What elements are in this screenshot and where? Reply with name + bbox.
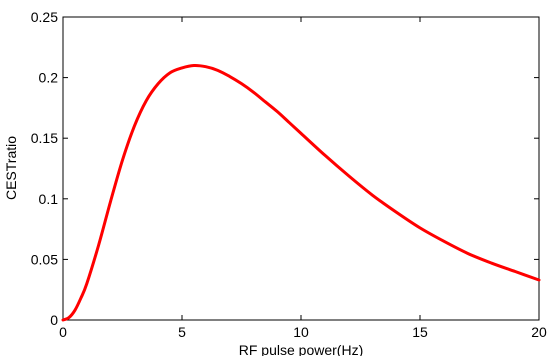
series-line: [61, 63, 541, 322]
x-tick-label: 5: [178, 324, 186, 340]
x-tick-label: 10: [293, 324, 309, 340]
y-axis-label: CESTratio: [3, 136, 19, 200]
x-tick-label: 15: [412, 324, 428, 340]
tick-labels: 0 5 10 15 20 0 0.05 0.1 0.15 0.2 0.25: [31, 9, 547, 340]
plot-area: [62, 16, 540, 321]
y-tick-label: 0.1: [39, 191, 59, 207]
y-tick-label: 0.15: [31, 130, 58, 146]
y-tick-label: 0.2: [39, 70, 59, 86]
x-tick-label: 20: [531, 324, 547, 340]
y-tick-label: 0: [50, 312, 58, 328]
y-tick-label: 0.05: [31, 251, 58, 267]
x-tick-label: 0: [59, 324, 67, 340]
x-axis-label: RF pulse power(Hz): [239, 342, 363, 356]
axes-box: [62, 16, 540, 321]
y-tick-label: 0.25: [31, 9, 58, 25]
